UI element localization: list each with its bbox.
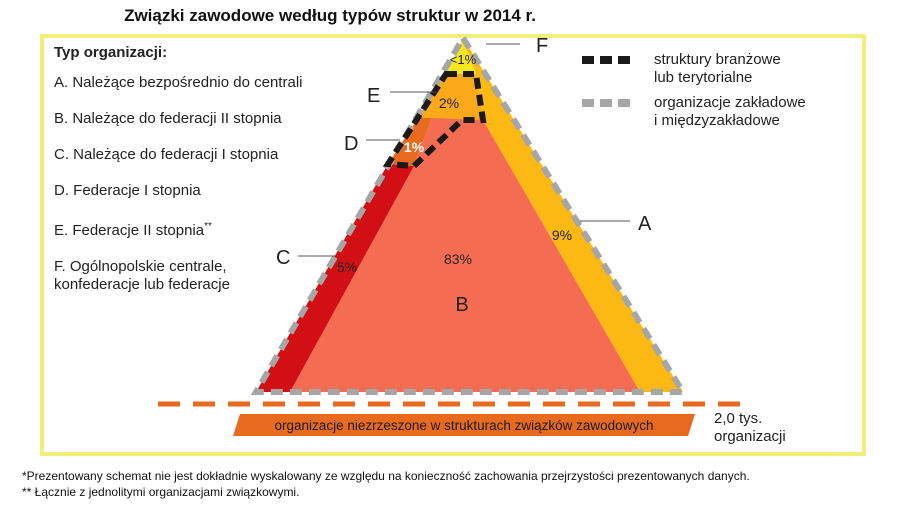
diagram-frame xyxy=(40,34,866,456)
legend-item-a: A. Należące bezpośrednio do centrali xyxy=(54,74,303,91)
segment-c xyxy=(256,164,414,392)
letter-b: B xyxy=(455,294,468,316)
value-label-e: 2% xyxy=(439,95,459,111)
organization-count-line1: 2,0 tys. xyxy=(714,410,763,427)
segment-f xyxy=(446,38,476,74)
key-branch-line1: struktury branżowe xyxy=(654,51,781,68)
legend-heading: Typ organizacji: xyxy=(54,44,168,61)
legend-item-e: E. Federacje II stopnia** xyxy=(54,218,302,240)
value-label-a: 9% xyxy=(552,227,572,243)
segment-b xyxy=(290,118,640,392)
workplace-organizations-outline xyxy=(250,32,689,395)
key-branch-line2: lub terytorialne xyxy=(654,69,753,86)
value-label-d: 1% xyxy=(404,139,425,155)
value-label-b: 83% xyxy=(444,251,472,267)
branch-structures-outline xyxy=(382,71,487,170)
legend-item-f: F. Ogólnopolskie centrale, konfederacje … xyxy=(54,258,302,294)
segment-e xyxy=(418,74,483,120)
footnotes: *Prezentowany schemat nie jest dokładnie… xyxy=(22,468,750,500)
segment-d xyxy=(388,118,432,166)
organization-count-line2: organizacji xyxy=(714,428,786,445)
footnote-marker: ** xyxy=(204,221,212,232)
unorganized-box xyxy=(233,414,695,436)
page-title: Związki zawodowe według typów struktur w… xyxy=(124,6,536,25)
type-legend: Typ organizacji: A. Należące bezpośredni… xyxy=(54,44,302,294)
unorganized-label: organizacje niezrzeszone w strukturach z… xyxy=(275,418,654,433)
legend-item-c: C. Należące do federacji I stopnia xyxy=(54,146,279,163)
letter-d: D xyxy=(344,133,358,155)
value-label-c: 5% xyxy=(337,259,357,275)
key-branch-label: struktury branżowe lub terytorialne xyxy=(654,51,781,87)
footnote-1: *Prezentowany schemat nie jest dokładnie… xyxy=(22,469,750,483)
letter-f: F xyxy=(536,35,548,57)
letter-c: C xyxy=(276,247,290,269)
value-label-f: <1% xyxy=(450,52,477,67)
legend-item-f-line2: konfederacje lub federacje xyxy=(54,276,230,293)
legend-item-b: B. Należące do federacji II stopnia xyxy=(54,110,282,127)
key-workplace-line2: i międzyzakładowe xyxy=(654,112,780,129)
legend-item-d: D. Federacje I stopnia xyxy=(54,182,201,199)
letter-e: E xyxy=(367,85,380,107)
organization-count: 2,0 tys. organizacji xyxy=(714,410,786,446)
key-workplace-label: organizacje zakładowe i międzyzakładowe xyxy=(654,94,806,130)
legend-item-e-text: E. Federacje II stopnia xyxy=(54,222,205,239)
letter-a: A xyxy=(638,213,652,235)
legend-item-f-line1: F. Ogólnopolskie centrale, xyxy=(54,258,227,275)
footnote-2: ** Łącznie z jednolitymi organizacjami z… xyxy=(22,485,300,499)
key-workplace-line1: organizacje zakładowe xyxy=(654,94,806,111)
